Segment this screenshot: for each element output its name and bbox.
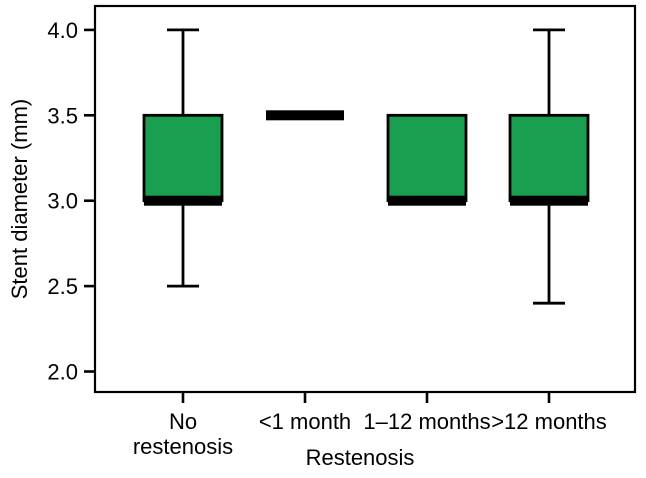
box-plot-1-12-months-median-band	[388, 195, 466, 206]
y-tick-label-2.0: 2.0	[47, 360, 78, 385]
x-tick-label-1-month: <1 month	[259, 409, 351, 434]
x-tick-label-no-restenosis: restenosis	[133, 434, 233, 459]
y-tick-label-3.5: 3.5	[47, 103, 78, 128]
y-tick-label-3.0: 3.0	[47, 189, 78, 214]
box-plot-12-months-iqr-box	[508, 113, 590, 203]
x-tick-label-12-months: >12 months	[491, 409, 607, 434]
x-axis-title: Restenosis	[306, 445, 415, 470]
box-plot-12-months-median-band	[510, 195, 588, 206]
box-plot-12-months	[508, 28, 590, 305]
box-plot-1-12-months-iqr-box	[386, 113, 468, 203]
y-tick-label-2.5: 2.5	[47, 274, 78, 299]
x-tick-label-1-12-months: 1–12 months	[363, 409, 490, 434]
plot-frame	[93, 4, 637, 394]
box-series	[142, 28, 590, 305]
y-tick-label-4.0: 4.0	[47, 18, 78, 43]
y-axis: 4.0 3.5 3.0 2.5 2.0	[47, 18, 95, 385]
box-plot-1-month-median-band	[266, 110, 344, 121]
box-plot-no-restenosis-iqr-box	[142, 113, 224, 203]
y-axis-title: Stent diameter (mm)	[7, 99, 32, 300]
box-plot-1-month	[266, 110, 344, 121]
x-tick-label-no-restenosis: No	[169, 409, 197, 434]
box-plot-no-restenosis-median-band	[144, 195, 222, 206]
box-plot-1-12-months	[386, 113, 468, 206]
box-plot-no-restenosis	[142, 28, 224, 288]
